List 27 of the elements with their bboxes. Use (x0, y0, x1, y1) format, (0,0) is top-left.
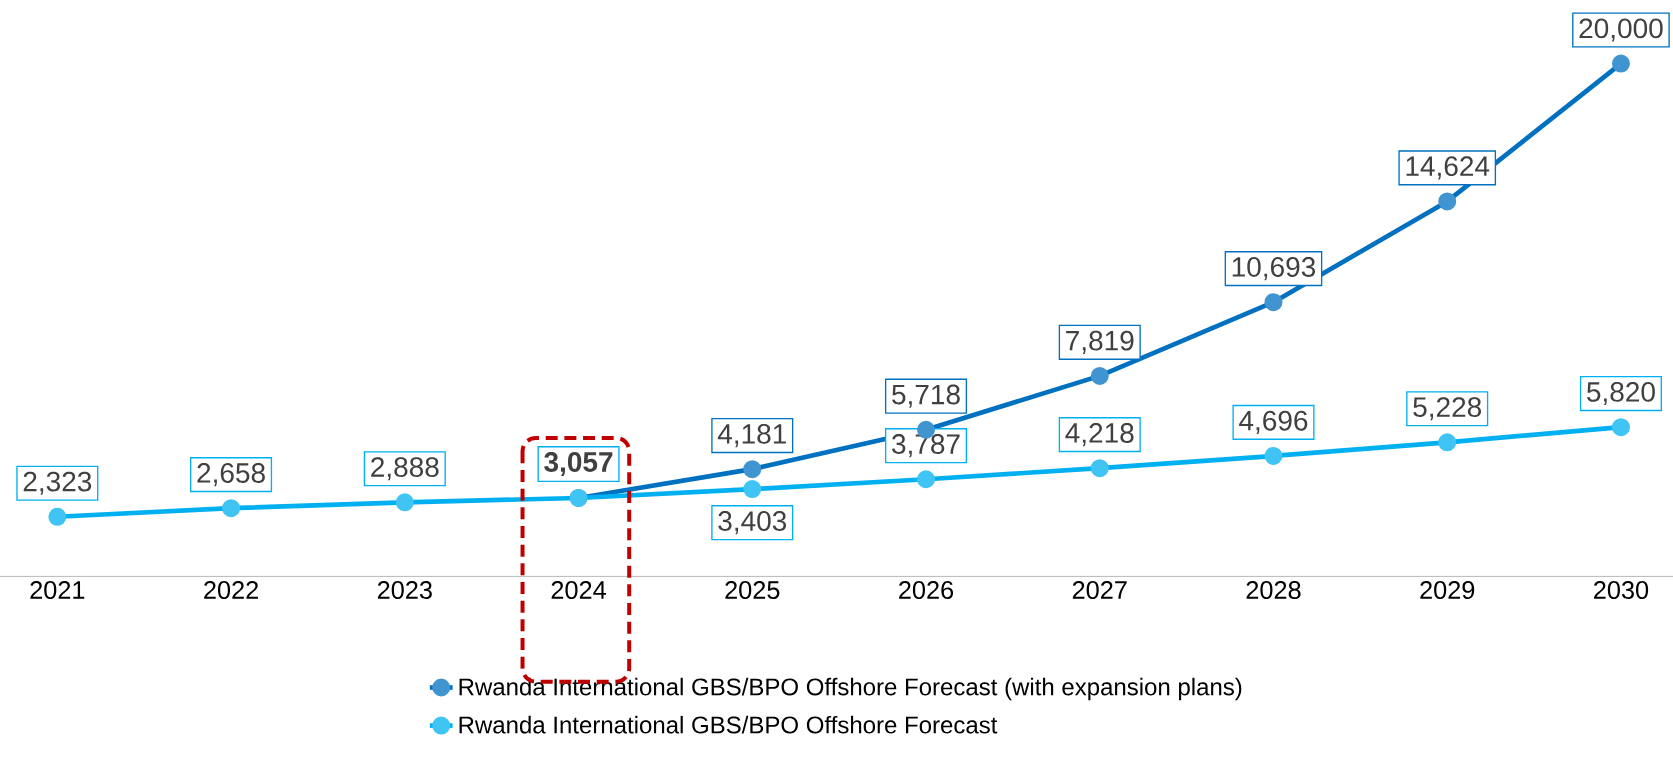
x-tick-label: 2024 (551, 581, 606, 599)
x-tick-label: 2023 (377, 581, 432, 599)
data-label: 5,228 (1413, 397, 1482, 421)
data-label: 2,658 (197, 463, 265, 487)
data-label: 3,057 (544, 452, 613, 476)
x-tick-label: 2025 (725, 581, 780, 599)
data-label: 7,819 (1066, 330, 1134, 354)
x-tick-label: 2021 (30, 581, 85, 599)
x-tick-label: 2028 (1246, 581, 1301, 599)
data-label: 4,218 (1065, 423, 1134, 447)
data-label: 5,820 (1587, 382, 1655, 406)
x-tick-label: 2029 (1420, 581, 1475, 599)
data-label: 10,693 (1232, 257, 1316, 281)
data-label: 3,403 (718, 511, 787, 535)
x-tick-label: 2022 (204, 581, 258, 599)
data-label: 5,718 (892, 384, 960, 408)
legend-label: Rwanda International GBS/BPO Offshore Forecast (with expansion plans) (459, 677, 1242, 701)
x-tick-label: 2026 (899, 581, 954, 599)
data-label: 4,181 (717, 424, 786, 448)
legend-label: Rwanda International GBS/BPO Offshore Forecast (459, 715, 998, 734)
data-label: 2,888 (371, 457, 439, 481)
x-tick-label: 2027 (1072, 581, 1127, 599)
x-tick-label: 2030 (1594, 581, 1649, 599)
data-label: 4,696 (1239, 410, 1308, 434)
data-label: 20,000 (1579, 18, 1663, 42)
data-label: 2,323 (23, 471, 92, 495)
data-label: 14,624 (1406, 156, 1490, 180)
